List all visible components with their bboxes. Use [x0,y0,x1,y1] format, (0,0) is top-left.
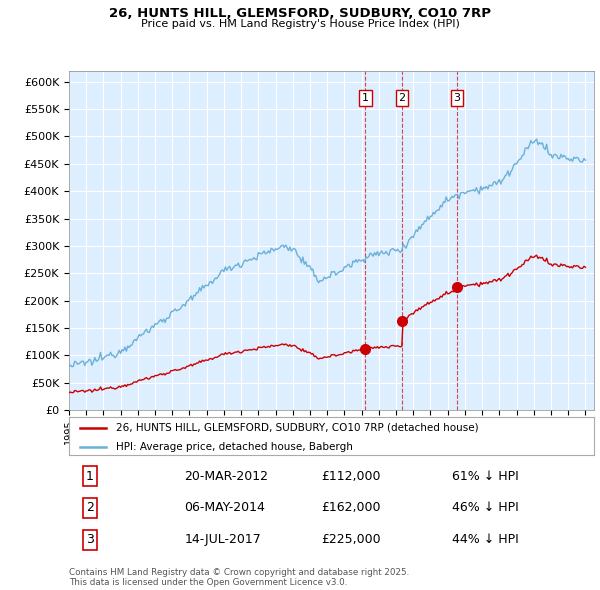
Text: Price paid vs. HM Land Registry's House Price Index (HPI): Price paid vs. HM Land Registry's House … [140,19,460,29]
Text: £112,000: £112,000 [321,470,380,483]
Text: 14-JUL-2017: 14-JUL-2017 [185,533,261,546]
Text: 3: 3 [86,533,94,546]
Text: 61% ↓ HPI: 61% ↓ HPI [452,470,519,483]
Text: 2: 2 [398,93,406,103]
Text: HPI: Average price, detached house, Babergh: HPI: Average price, detached house, Babe… [116,442,353,452]
Text: 26, HUNTS HILL, GLEMSFORD, SUDBURY, CO10 7RP (detached house): 26, HUNTS HILL, GLEMSFORD, SUDBURY, CO10… [116,423,479,433]
Text: £162,000: £162,000 [321,502,380,514]
Text: 20-MAR-2012: 20-MAR-2012 [185,470,269,483]
Text: 44% ↓ HPI: 44% ↓ HPI [452,533,519,546]
Text: 26, HUNTS HILL, GLEMSFORD, SUDBURY, CO10 7RP: 26, HUNTS HILL, GLEMSFORD, SUDBURY, CO10… [109,7,491,20]
Text: 3: 3 [454,93,460,103]
Text: 1: 1 [86,470,94,483]
Text: 46% ↓ HPI: 46% ↓ HPI [452,502,519,514]
Text: 1: 1 [362,93,369,103]
Text: £225,000: £225,000 [321,533,380,546]
Text: 2: 2 [86,502,94,514]
Text: Contains HM Land Registry data © Crown copyright and database right 2025.
This d: Contains HM Land Registry data © Crown c… [69,568,409,587]
Text: 06-MAY-2014: 06-MAY-2014 [185,502,265,514]
